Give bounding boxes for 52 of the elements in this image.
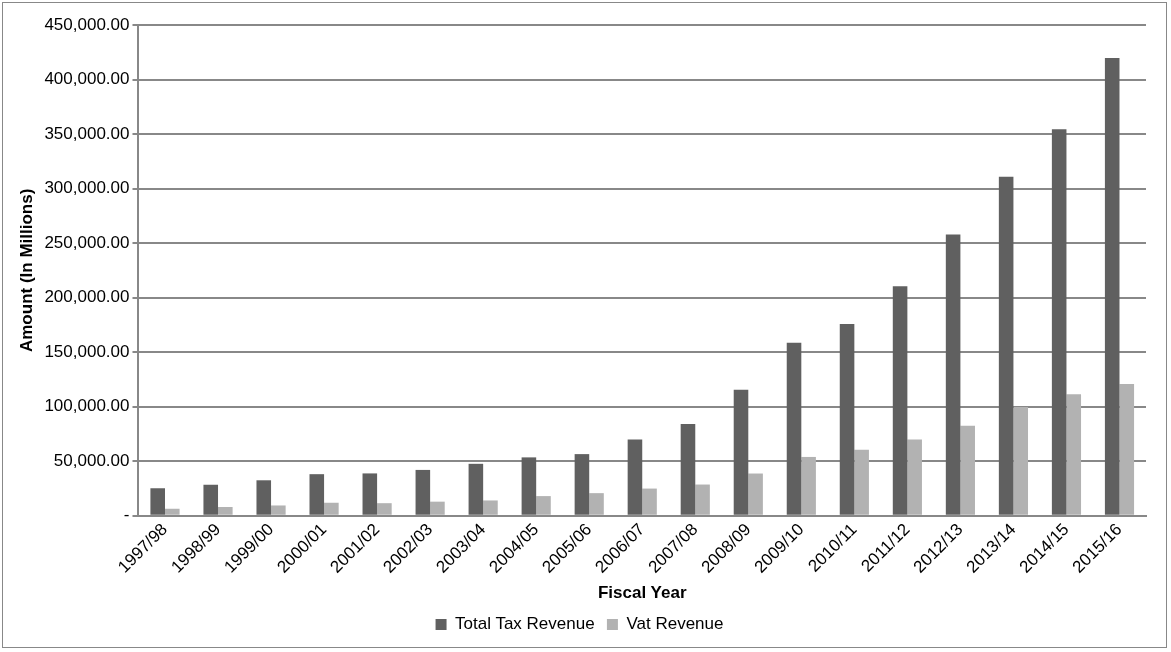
- bar: [309, 474, 325, 515]
- bar: [1051, 129, 1067, 515]
- y-tick-label: 200,000.00: [44, 287, 130, 307]
- bar: [801, 456, 816, 515]
- bar: [521, 457, 537, 515]
- bar: [203, 484, 219, 515]
- y-tick-label: 250,000.00: [44, 232, 130, 252]
- bar: [998, 176, 1014, 515]
- bar: [468, 463, 484, 515]
- bar: [165, 508, 180, 515]
- bar: [627, 439, 643, 515]
- bar: [362, 473, 378, 515]
- bar: [695, 484, 710, 515]
- bar: [907, 439, 922, 515]
- bar: [786, 342, 802, 515]
- legend-label: Total Tax Revenue: [455, 614, 595, 634]
- y-tick-label: 450,000.00: [44, 14, 130, 34]
- bar: [839, 324, 855, 515]
- bar: [324, 502, 339, 515]
- bar: [892, 286, 908, 515]
- y-axis-title: Amount (In Millions): [16, 188, 36, 353]
- y-tick-label: 150,000.00: [44, 341, 130, 361]
- bar: [854, 449, 869, 515]
- bar: [680, 424, 696, 515]
- bar: [1013, 407, 1029, 515]
- bar: [256, 480, 272, 515]
- y-tick-label: -: [123, 505, 130, 525]
- bar: [733, 389, 749, 515]
- bar: [574, 454, 590, 515]
- y-tick-label: 100,000.00: [44, 396, 130, 416]
- x-axis-title: Fiscal Year: [597, 583, 687, 603]
- bar: [1104, 58, 1120, 515]
- y-tick-label: 300,000.00: [44, 178, 130, 198]
- bar: [1066, 394, 1082, 515]
- bar: [150, 488, 165, 515]
- bar: [377, 503, 392, 515]
- bar: [218, 507, 233, 515]
- y-tick-label: 50,000.00: [53, 450, 130, 470]
- bar: [271, 505, 286, 515]
- legend-label: Vat Revenue: [626, 614, 724, 634]
- bar: [430, 501, 445, 515]
- bar: [642, 488, 657, 515]
- bar: [415, 469, 431, 515]
- bar: [748, 473, 763, 515]
- bar: [536, 496, 551, 515]
- y-tick-label: 350,000.00: [44, 123, 130, 143]
- bar: [483, 500, 498, 515]
- bar: [1119, 383, 1135, 515]
- bar: [589, 493, 604, 515]
- bar: [945, 234, 961, 515]
- bar: [960, 425, 975, 515]
- y-tick-label: 400,000.00: [44, 69, 130, 89]
